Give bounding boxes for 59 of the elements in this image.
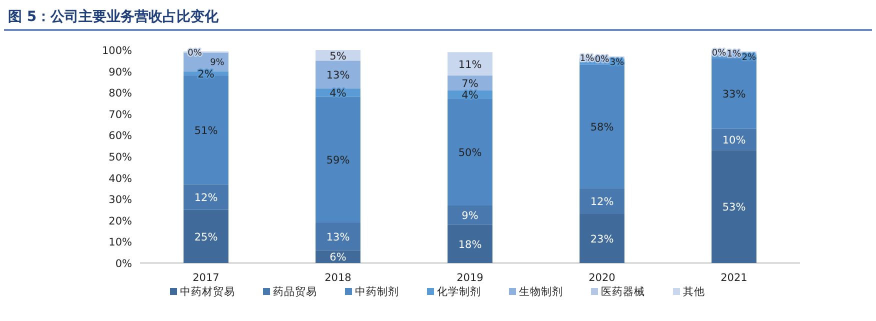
legend-label: 化学制剂 xyxy=(437,285,481,298)
data-label: 18% xyxy=(458,238,482,251)
bar xyxy=(316,96,360,223)
y-tick-label: 10% xyxy=(108,236,132,249)
data-label: 12% xyxy=(194,192,218,204)
y-tick-label: 90% xyxy=(108,66,132,78)
data-label: 5% xyxy=(330,50,346,62)
legend-label: 其他 xyxy=(683,285,705,298)
data-label: 9% xyxy=(462,210,478,222)
data-label: 7% xyxy=(462,78,478,90)
x-tick-label: 2021 xyxy=(720,272,748,284)
data-label: 11% xyxy=(458,58,482,71)
data-label: 4% xyxy=(330,88,346,100)
y-tick-label: 70% xyxy=(108,108,132,121)
data-label: 2% xyxy=(742,52,757,63)
legend-label: 中药制剂 xyxy=(355,285,399,298)
data-label: 53% xyxy=(722,202,746,214)
x-tick-label: 2018 xyxy=(324,272,352,284)
data-label: 13% xyxy=(326,69,350,82)
data-label: 10% xyxy=(722,134,746,146)
data-label: 9% xyxy=(210,58,225,68)
legend-label: 医药器械 xyxy=(601,285,645,298)
bar xyxy=(184,210,228,263)
legend-label: 药品贸易 xyxy=(273,285,317,298)
bar xyxy=(712,150,756,263)
x-tick-label: 2019 xyxy=(456,272,484,284)
data-label: 50% xyxy=(458,147,482,160)
legend-label: 中药材贸易 xyxy=(180,285,235,298)
data-label: 0% xyxy=(188,48,202,59)
y-tick-label: 0% xyxy=(115,258,132,270)
bar xyxy=(580,64,624,188)
data-label: 23% xyxy=(590,233,614,246)
data-label: 1% xyxy=(580,54,595,64)
y-tick-label: 100% xyxy=(102,45,132,57)
bar xyxy=(448,98,492,206)
bar xyxy=(580,214,624,263)
y-tick-label: 20% xyxy=(108,215,132,228)
data-label: 33% xyxy=(722,88,746,101)
data-label: 58% xyxy=(590,122,614,134)
data-label: 13% xyxy=(326,231,350,244)
x-tick-label: 2020 xyxy=(588,272,616,284)
legend-label: 生物制剂 xyxy=(519,285,563,298)
y-tick-label: 30% xyxy=(108,194,132,206)
data-label: 59% xyxy=(326,154,350,167)
data-label: 0% xyxy=(712,48,727,59)
data-label: 12% xyxy=(590,196,614,208)
x-tick-label: 2017 xyxy=(192,272,220,284)
data-label: 25% xyxy=(194,231,218,244)
data-label: 3% xyxy=(610,58,625,68)
data-label: 4% xyxy=(462,90,478,102)
data-label: 2% xyxy=(198,68,214,80)
y-tick-label: 40% xyxy=(108,172,132,185)
chart-title: 图 5：公司主要业务营收占比变化 xyxy=(8,8,220,25)
data-label: 6% xyxy=(330,252,346,264)
y-tick-label: 80% xyxy=(108,88,132,100)
bar xyxy=(712,58,756,129)
y-tick-label: 50% xyxy=(108,152,132,164)
data-label: 51% xyxy=(194,124,218,137)
y-tick-label: 60% xyxy=(108,130,132,142)
